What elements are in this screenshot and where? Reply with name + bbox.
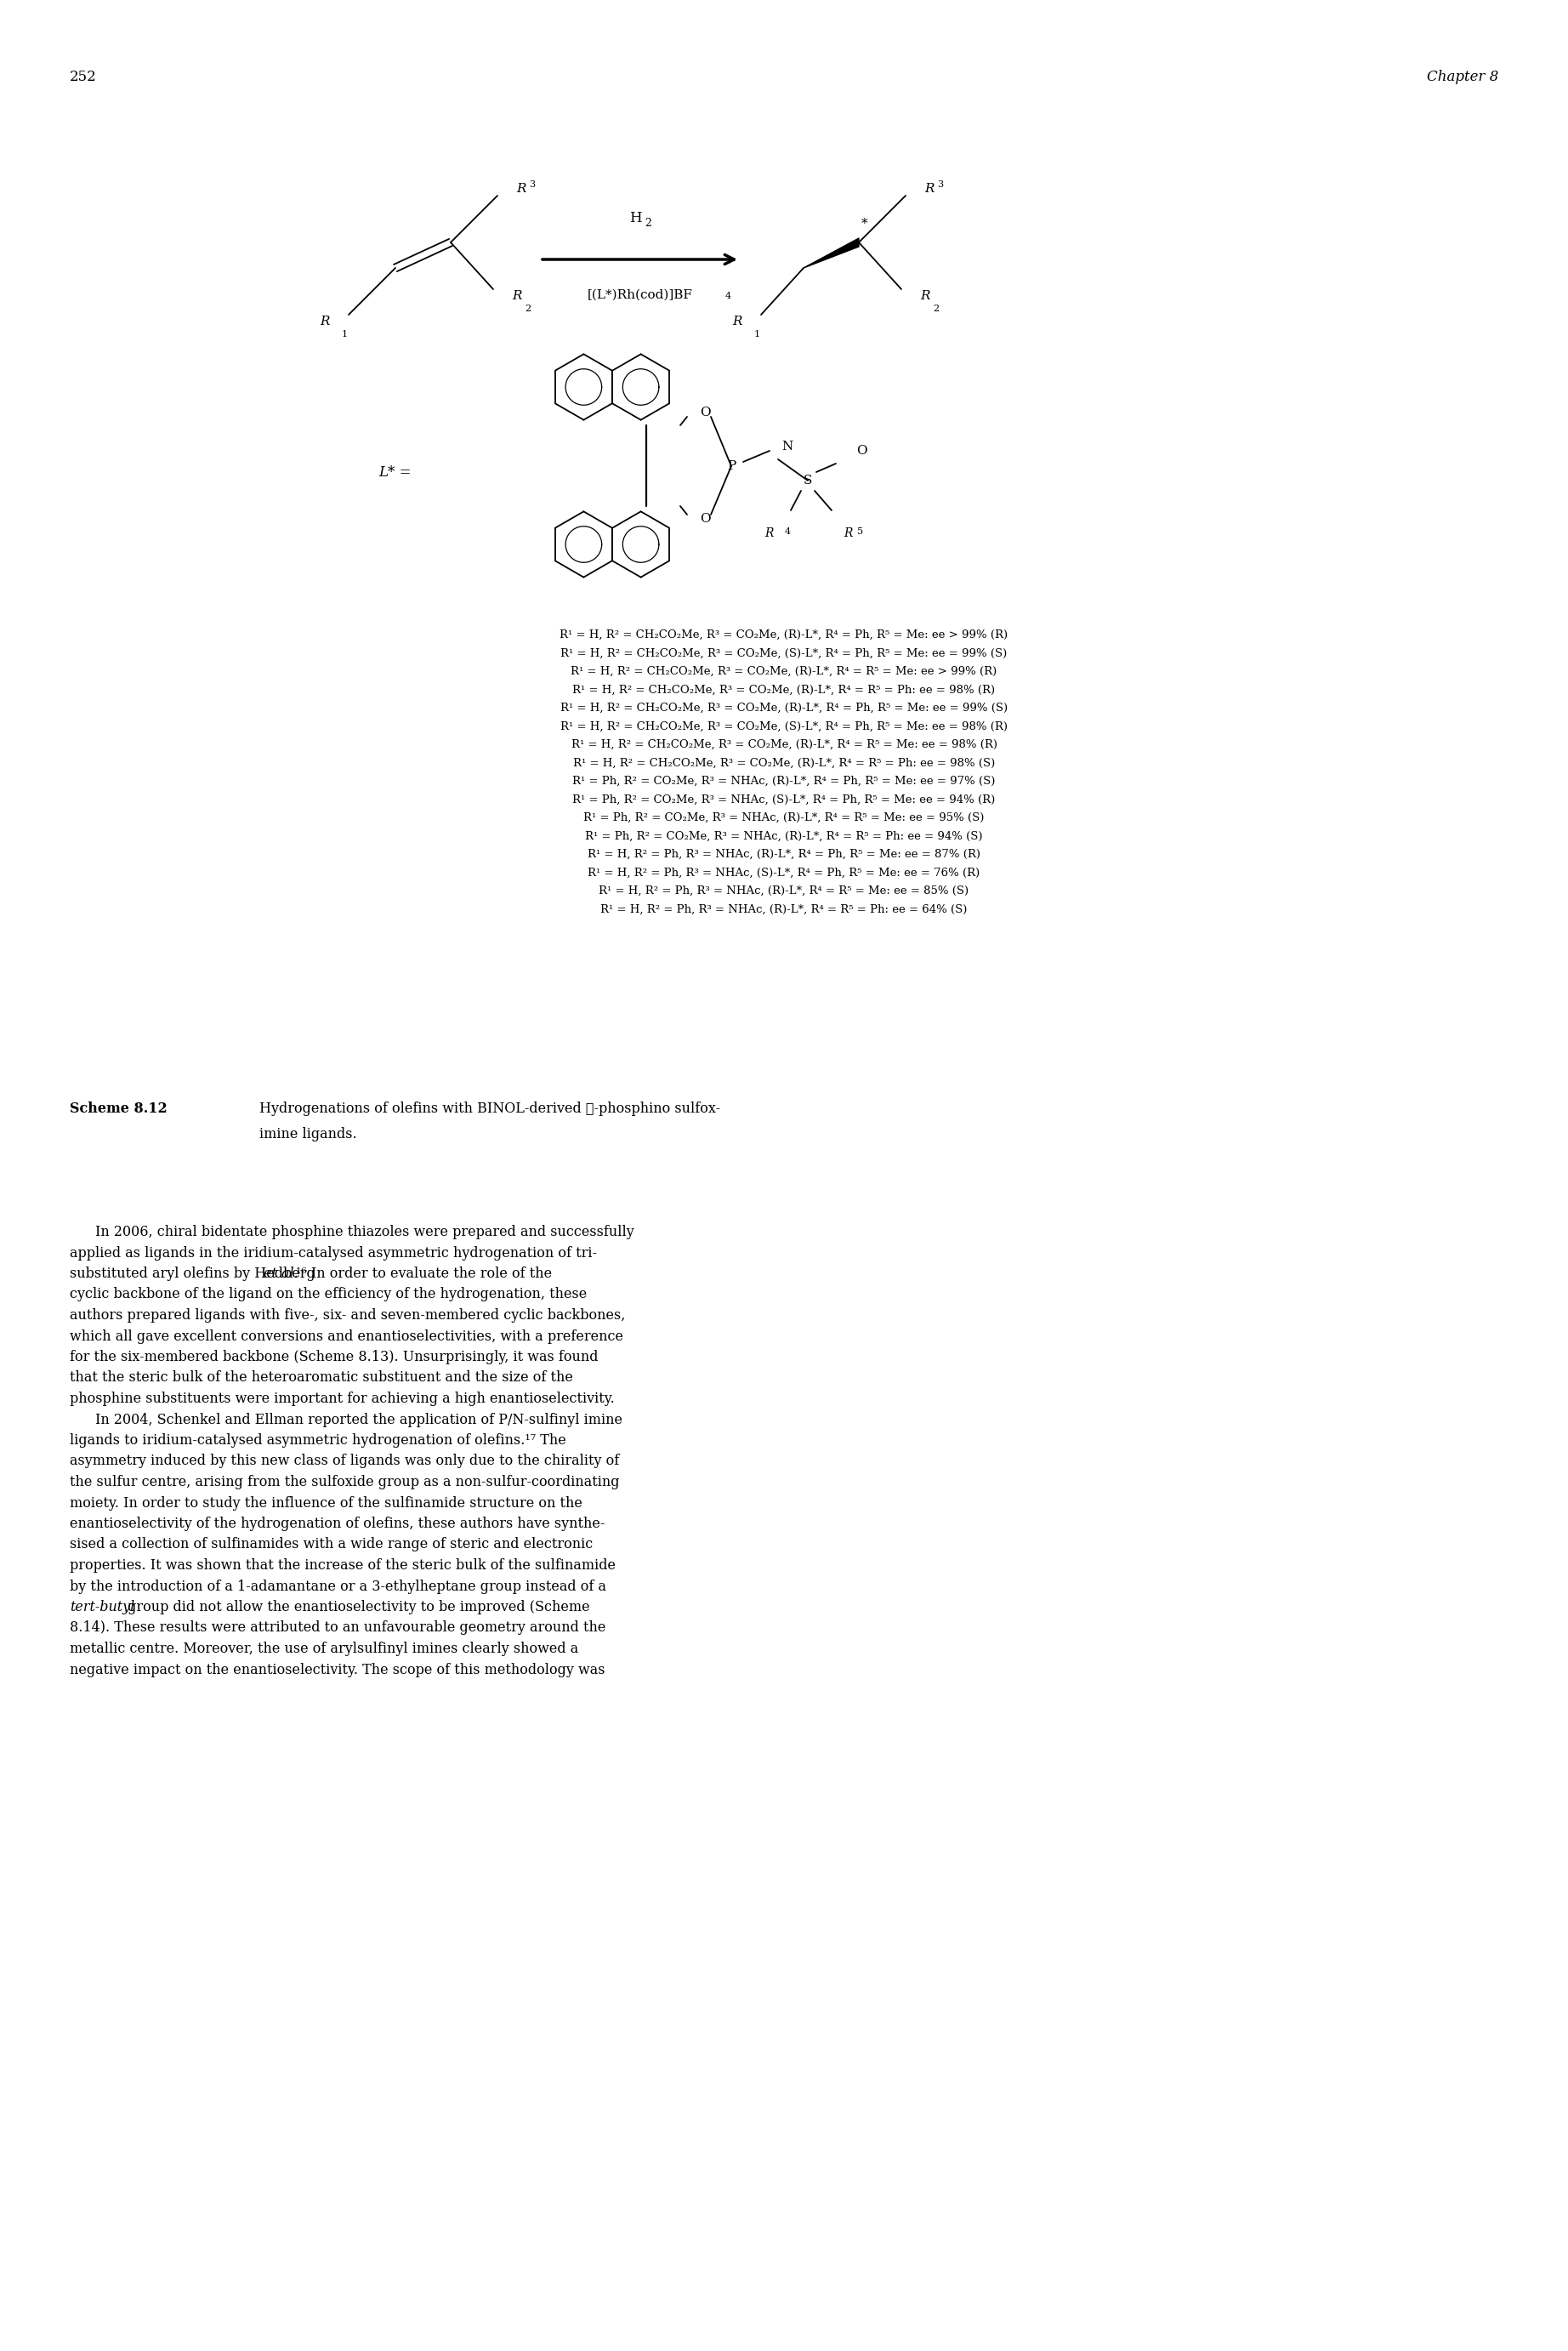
- Text: O: O: [699, 513, 710, 524]
- Text: R: R: [511, 289, 522, 301]
- Text: properties. It was shown that the increase of the steric bulk of the sulfinamide: properties. It was shown that the increa…: [69, 1559, 616, 1573]
- Text: R¹ = H, R² = Ph, R³ = NHAc, (S)-L*, R⁴ = Ph, R⁵ = Me: ee = 76% (R): R¹ = H, R² = Ph, R³ = NHAc, (S)-L*, R⁴ =…: [588, 868, 980, 879]
- Text: R¹ = Ph, R² = CO₂Me, R³ = NHAc, (S)-L*, R⁴ = Ph, R⁵ = Me: ee = 94% (R): R¹ = Ph, R² = CO₂Me, R³ = NHAc, (S)-L*, …: [572, 795, 996, 804]
- Text: imine ligands.: imine ligands.: [259, 1126, 358, 1143]
- Text: R: R: [844, 527, 853, 538]
- Text: cyclic backbone of the ligand on the efficiency of the hydrogenation, these: cyclic backbone of the ligand on the eff…: [69, 1288, 586, 1302]
- Text: In 2004, Schenkel and Ellman reported the application of P/N-sulfinyl imine: In 2004, Schenkel and Ellman reported th…: [96, 1413, 622, 1427]
- Text: R¹ = H, R² = Ph, R³ = NHAc, (R)-L*, R⁴ = R⁵ = Me: ee = 85% (S): R¹ = H, R² = Ph, R³ = NHAc, (R)-L*, R⁴ =…: [599, 886, 969, 896]
- Text: R¹ = H, R² = CH₂CO₂Me, R³ = CO₂Me, (S)-L*, R⁴ = Ph, R⁵ = Me: ee = 98% (R): R¹ = H, R² = CH₂CO₂Me, R³ = CO₂Me, (S)-L…: [560, 722, 1008, 731]
- Text: R¹ = Ph, R² = CO₂Me, R³ = NHAc, (R)-L*, R⁴ = Ph, R⁵ = Me: ee = 97% (S): R¹ = Ph, R² = CO₂Me, R³ = NHAc, (R)-L*, …: [572, 776, 996, 788]
- Text: R: R: [920, 289, 930, 301]
- Text: 3: 3: [528, 181, 535, 188]
- Text: *: *: [861, 219, 867, 230]
- Text: R¹ = Ph, R² = CO₂Me, R³ = NHAc, (R)-L*, R⁴ = R⁵ = Me: ee = 95% (S): R¹ = Ph, R² = CO₂Me, R³ = NHAc, (R)-L*, …: [583, 813, 985, 823]
- Text: R: R: [320, 315, 329, 327]
- Text: 8.14). These results were attributed to an unfavourable geometry around the: 8.14). These results were attributed to …: [69, 1620, 605, 1636]
- Text: P: P: [728, 461, 735, 473]
- Text: 2: 2: [644, 219, 652, 228]
- Text: applied as ligands in the iridium-catalysed asymmetric hydrogenation of tri-: applied as ligands in the iridium-cataly…: [69, 1246, 597, 1260]
- Text: R¹ = H, R² = CH₂CO₂Me, R³ = CO₂Me, (R)-L*, R⁴ = R⁵ = Ph: ee = 98% (R): R¹ = H, R² = CH₂CO₂Me, R³ = CO₂Me, (R)-L…: [572, 684, 996, 696]
- Text: R: R: [924, 183, 935, 195]
- Text: R¹ = Ph, R² = CO₂Me, R³ = NHAc, (R)-L*, R⁴ = R⁵ = Ph: ee = 94% (S): R¹ = Ph, R² = CO₂Me, R³ = NHAc, (R)-L*, …: [585, 830, 983, 842]
- Text: O: O: [856, 444, 867, 456]
- Text: N: N: [781, 440, 793, 451]
- Text: In 2006, chiral bidentate phosphine thiazoles were prepared and successfully: In 2006, chiral bidentate phosphine thia…: [96, 1225, 633, 1239]
- Text: R¹ = H, R² = CH₂CO₂Me, R³ = CO₂Me, (R)-L*, R⁴ = R⁵ = Ph: ee = 98% (S): R¹ = H, R² = CH₂CO₂Me, R³ = CO₂Me, (R)-L…: [572, 757, 996, 769]
- Text: ligands to iridium-catalysed asymmetric hydrogenation of olefins.¹⁷ The: ligands to iridium-catalysed asymmetric …: [69, 1434, 566, 1448]
- Text: which all gave excellent conversions and enantioselectivities, with a preference: which all gave excellent conversions and…: [69, 1328, 624, 1342]
- Text: the sulfur centre, arising from the sulfoxide group as a non-sulfur-coordinating: the sulfur centre, arising from the sulf…: [69, 1474, 619, 1491]
- Text: H: H: [630, 212, 643, 226]
- Text: 2: 2: [525, 306, 530, 313]
- Text: et al.: et al.: [263, 1267, 298, 1281]
- Polygon shape: [803, 237, 859, 268]
- Text: 1: 1: [342, 329, 348, 339]
- Text: O: O: [699, 407, 710, 418]
- Text: R¹ = H, R² = CH₂CO₂Me, R³ = CO₂Me, (R)-L*, R⁴ = R⁵ = Me: ee > 99% (R): R¹ = H, R² = CH₂CO₂Me, R³ = CO₂Me, (R)-L…: [571, 665, 997, 677]
- Text: 5: 5: [858, 527, 864, 536]
- Text: R: R: [732, 315, 742, 327]
- Text: 4: 4: [724, 292, 731, 301]
- Text: R¹ = H, R² = Ph, R³ = NHAc, (R)-L*, R⁴ = R⁵ = Ph: ee = 64% (S): R¹ = H, R² = Ph, R³ = NHAc, (R)-L*, R⁴ =…: [601, 903, 967, 915]
- Text: moiety. In order to study the influence of the sulfinamide structure on the: moiety. In order to study the influence …: [69, 1495, 582, 1509]
- Text: group did not allow the enantioselectivity to be improved (Scheme: group did not allow the enantioselectivi…: [124, 1601, 590, 1615]
- Text: negative impact on the enantioselectivity. The scope of this methodology was: negative impact on the enantioselectivit…: [69, 1662, 605, 1676]
- Text: that the steric bulk of the heteroaromatic substituent and the size of the: that the steric bulk of the heteroaromat…: [69, 1371, 572, 1385]
- Text: sised a collection of sulfinamides with a wide range of steric and electronic: sised a collection of sulfinamides with …: [69, 1538, 593, 1552]
- Text: asymmetry induced by this new class of ligands was only due to the chirality of: asymmetry induced by this new class of l…: [69, 1453, 619, 1469]
- Text: metallic centre. Moreover, the use of arylsulfinyl imines clearly showed a: metallic centre. Moreover, the use of ar…: [69, 1641, 579, 1655]
- Text: Chapter 8: Chapter 8: [1427, 71, 1499, 85]
- Text: R¹ = H, R² = CH₂CO₂Me, R³ = CO₂Me, (R)-L*, R⁴ = Ph, R⁵ = Me: ee > 99% (R): R¹ = H, R² = CH₂CO₂Me, R³ = CO₂Me, (R)-L…: [560, 630, 1008, 639]
- Text: R¹ = H, R² = CH₂CO₂Me, R³ = CO₂Me, (R)-L*, R⁴ = Ph, R⁵ = Me: ee = 99% (S): R¹ = H, R² = CH₂CO₂Me, R³ = CO₂Me, (R)-L…: [560, 703, 1008, 715]
- Text: authors prepared ligands with five-, six- and seven-membered cyclic backbones,: authors prepared ligands with five-, six…: [69, 1307, 626, 1324]
- Text: 3: 3: [938, 181, 942, 188]
- Text: tert-butyl: tert-butyl: [69, 1601, 135, 1615]
- Text: 1: 1: [754, 329, 760, 339]
- Text: 2: 2: [933, 306, 939, 313]
- Text: for the six-membered backbone (Scheme 8.13). Unsurprisingly, it was found: for the six-membered backbone (Scheme 8.…: [69, 1349, 599, 1364]
- Text: 4: 4: [786, 527, 790, 536]
- Text: Scheme 8.12: Scheme 8.12: [69, 1103, 168, 1117]
- Text: Hydrogenations of olefins with BINOL-derived ℒ-phosphino sulfox-: Hydrogenations of olefins with BINOL-der…: [259, 1103, 720, 1117]
- Text: S: S: [803, 475, 812, 487]
- Text: substituted aryl olefins by Hedberg: substituted aryl olefins by Hedberg: [69, 1267, 320, 1281]
- Text: R¹ = H, R² = CH₂CO₂Me, R³ = CO₂Me, (R)-L*, R⁴ = R⁵ = Me: ee = 98% (R): R¹ = H, R² = CH₂CO₂Me, R³ = CO₂Me, (R)-L…: [571, 738, 997, 750]
- Text: R: R: [516, 183, 525, 195]
- Text: R¹ = H, R² = CH₂CO₂Me, R³ = CO₂Me, (S)-L*, R⁴ = Ph, R⁵ = Me: ee = 99% (S): R¹ = H, R² = CH₂CO₂Me, R³ = CO₂Me, (S)-L…: [561, 649, 1007, 658]
- Text: R¹ = H, R² = Ph, R³ = NHAc, (R)-L*, R⁴ = Ph, R⁵ = Me: ee = 87% (R): R¹ = H, R² = Ph, R³ = NHAc, (R)-L*, R⁴ =…: [588, 849, 980, 860]
- Text: by the introduction of a 1-adamantane or a 3-ethylheptane group instead of a: by the introduction of a 1-adamantane or…: [69, 1580, 607, 1594]
- Text: R: R: [765, 527, 773, 538]
- Text: phosphine substituents were important for achieving a high enantioselectivity.: phosphine substituents were important fo…: [69, 1392, 615, 1406]
- Text: enantioselectivity of the hydrogenation of olefins, these authors have synthe-: enantioselectivity of the hydrogenation …: [69, 1516, 605, 1531]
- Text: L* =: L* =: [378, 465, 411, 480]
- Text: 252: 252: [69, 71, 97, 85]
- Text: [(L*)Rh(cod)]BF: [(L*)Rh(cod)]BF: [586, 289, 693, 301]
- Text: ¹⁶ In order to evaluate the role of the: ¹⁶ In order to evaluate the role of the: [296, 1267, 552, 1281]
